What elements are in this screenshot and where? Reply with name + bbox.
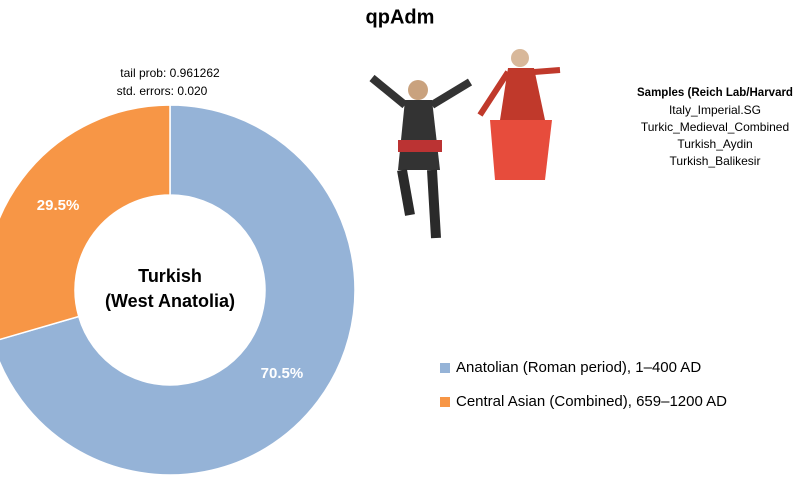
sample-item: Turkish_Balikesir <box>670 154 761 168</box>
annotation: tail prob: 0.961262 <box>120 66 220 80</box>
legend-swatch <box>440 363 450 373</box>
center-label: Turkish <box>138 266 202 286</box>
sample-item: Italy_Imperial.SG <box>669 103 761 117</box>
donut-slice <box>0 104 356 476</box>
annotation: std. errors: 0.020 <box>117 84 208 98</box>
sample-item: Turkic_Medieval_Combined <box>641 120 789 134</box>
legend-label: Central Asian (Combined), 659–1200 AD <box>456 393 727 410</box>
legend-label: Anatolian (Roman period), 1–400 AD <box>456 359 701 376</box>
donut-slice <box>0 104 171 341</box>
dancers-illustration <box>369 49 561 239</box>
legend-swatch <box>440 397 450 407</box>
data-label: 70.5% <box>261 365 304 382</box>
sample-item: Turkish_Aydin <box>677 137 752 151</box>
center-label: (West Anatolia) <box>105 291 235 311</box>
chart-title: qpAdm <box>366 6 435 28</box>
samples-title: Samples (Reich Lab/Harvard <box>637 87 793 99</box>
data-label: 29.5% <box>37 197 80 214</box>
